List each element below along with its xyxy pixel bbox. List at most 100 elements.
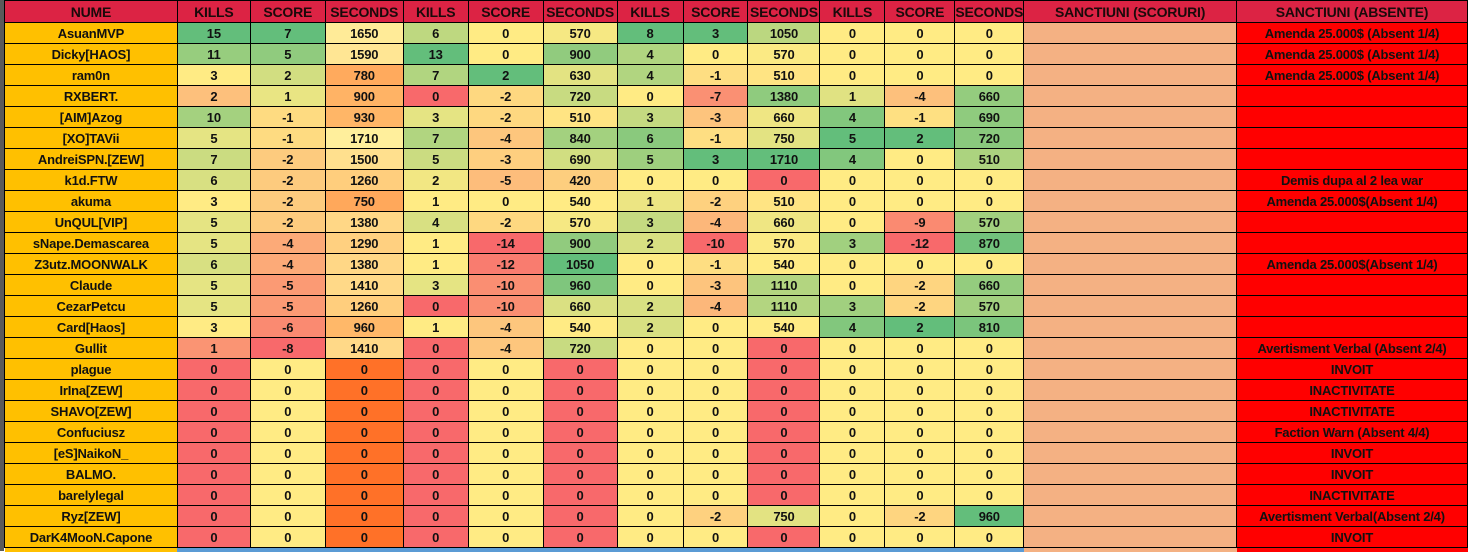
kills-cell-war-1[interactable]: 0 — [177, 527, 250, 548]
seconds-cell-war-4[interactable]: 0 — [955, 401, 1024, 422]
column-header-score[interactable]: SCORE — [885, 1, 955, 23]
sanctiuni-scoruri-cell[interactable] — [1024, 254, 1237, 275]
sanctiuni-absente-cell[interactable]: INACTIVITATE — [1237, 380, 1468, 401]
kills-cell-war-3[interactable]: 0 — [617, 464, 683, 485]
kills-cell-war-4[interactable]: 0 — [820, 275, 885, 296]
seconds-cell-war-2[interactable]: 960 — [543, 275, 617, 296]
sanctiuni-scoruri-cell[interactable] — [1024, 443, 1237, 464]
column-header-kills[interactable]: KILLS — [177, 1, 250, 23]
seconds-cell-war-4[interactable]: 870 — [955, 233, 1024, 254]
seconds-cell-war-4[interactable]: 0 — [955, 170, 1024, 191]
sanctiuni-scoruri-cell[interactable] — [1024, 317, 1237, 338]
kills-cell-war-2[interactable]: 0 — [403, 464, 468, 485]
score-cell-war-4[interactable]: -2 — [885, 296, 955, 317]
kills-cell-war-1[interactable]: 3 — [177, 191, 250, 212]
kills-cell-war-2[interactable]: 7 — [403, 65, 468, 86]
seconds-cell-war-2[interactable]: 720 — [543, 338, 617, 359]
kills-cell-war-4[interactable]: 0 — [820, 359, 885, 380]
sanctiuni-scoruri-cell[interactable] — [1024, 149, 1237, 170]
kills-cell-war-1[interactable]: 2 — [177, 86, 250, 107]
kills-cell-war-3[interactable]: 4 — [617, 44, 683, 65]
sanctiuni-scoruri-cell[interactable] — [1024, 86, 1237, 107]
column-header-score[interactable]: SCORE — [683, 1, 748, 23]
score-cell-war-3[interactable]: -4 — [683, 212, 748, 233]
score-cell-war-1[interactable]: -1 — [250, 128, 325, 149]
seconds-cell-war-2[interactable]: 720 — [543, 86, 617, 107]
score-cell-war-1[interactable]: -2 — [250, 170, 325, 191]
score-cell-war-3[interactable]: -2 — [683, 191, 748, 212]
sanctiuni-scoruri-cell[interactable] — [1024, 44, 1237, 65]
column-header-kills[interactable]: KILLS — [403, 1, 468, 23]
kills-cell-war-3[interactable]: 0 — [617, 506, 683, 527]
score-cell-war-4[interactable]: 0 — [885, 23, 955, 44]
seconds-cell-war-3[interactable]: 1710 — [748, 149, 820, 170]
seconds-cell-war-2[interactable]: 0 — [543, 485, 617, 506]
sanctiuni-absente-cell[interactable]: INVOIT — [1237, 464, 1468, 485]
score-cell-war-3[interactable]: 0 — [683, 485, 748, 506]
kills-cell-war-4[interactable]: 1 — [820, 86, 885, 107]
column-header-score[interactable]: SCORE — [250, 1, 325, 23]
score-cell-war-3[interactable]: 0 — [683, 401, 748, 422]
kills-cell-war-1[interactable]: 5 — [177, 233, 250, 254]
kills-cell-war-3[interactable]: 0 — [617, 275, 683, 296]
sanctiuni-absente-cell[interactable] — [1237, 107, 1468, 128]
kills-cell-war-1[interactable]: 0 — [177, 506, 250, 527]
kills-cell-war-1[interactable]: 0 — [177, 401, 250, 422]
kills-cell-war-4[interactable]: 0 — [820, 527, 885, 548]
seconds-cell-war-2[interactable]: 540 — [543, 317, 617, 338]
kills-cell-war-4[interactable]: 0 — [820, 44, 885, 65]
player-name-cell[interactable]: AndreiSPN.[ZEW] — [5, 149, 178, 170]
kills-cell-war-4[interactable]: 0 — [820, 212, 885, 233]
seconds-cell-war-4[interactable]: 0 — [955, 359, 1024, 380]
kills-cell-war-2[interactable]: 0 — [403, 485, 468, 506]
score-cell-war-2[interactable]: -4 — [468, 338, 543, 359]
seconds-cell-war-1[interactable]: 1650 — [325, 23, 403, 44]
sanctiuni-absente-cell[interactable]: Demis dupa al 2 lea war — [1237, 170, 1468, 191]
column-header-sanctiuni-scoruri[interactable]: SANCTIUNI (SCORURI) — [1024, 1, 1237, 23]
score-cell-war-2[interactable]: -14 — [468, 233, 543, 254]
score-cell-war-2[interactable]: -4 — [468, 128, 543, 149]
seconds-cell-war-1[interactable]: 930 — [325, 107, 403, 128]
seconds-cell-war-4[interactable]: 510 — [955, 149, 1024, 170]
score-cell-war-1[interactable]: 7 — [250, 23, 325, 44]
seconds-cell-war-2[interactable]: 570 — [543, 212, 617, 233]
score-cell-war-3[interactable]: 3 — [683, 149, 748, 170]
score-cell-war-2[interactable]: 0 — [468, 191, 543, 212]
seconds-cell-war-4[interactable]: 0 — [955, 191, 1024, 212]
kills-cell-war-3[interactable]: 3 — [617, 212, 683, 233]
seconds-cell-war-1[interactable]: 0 — [325, 464, 403, 485]
seconds-cell-war-3[interactable]: 1380 — [748, 86, 820, 107]
seconds-cell-war-1[interactable]: 1380 — [325, 212, 403, 233]
score-cell-war-3[interactable]: -3 — [683, 275, 748, 296]
seconds-cell-war-2[interactable]: 0 — [543, 380, 617, 401]
kills-cell-war-2[interactable]: 6 — [403, 23, 468, 44]
sanctiuni-scoruri-cell[interactable] — [1024, 23, 1237, 44]
seconds-cell-war-4[interactable]: 0 — [955, 464, 1024, 485]
seconds-cell-war-2[interactable]: 540 — [543, 191, 617, 212]
seconds-cell-war-2[interactable]: 0 — [543, 401, 617, 422]
score-cell-war-1[interactable]: 0 — [250, 527, 325, 548]
score-cell-war-1[interactable]: 0 — [250, 485, 325, 506]
score-cell-war-3[interactable]: 0 — [683, 527, 748, 548]
score-cell-war-3[interactable]: 0 — [683, 338, 748, 359]
score-cell-war-1[interactable]: -8 — [250, 338, 325, 359]
kills-cell-war-4[interactable]: 0 — [820, 191, 885, 212]
score-cell-war-2[interactable]: 0 — [468, 464, 543, 485]
seconds-cell-war-2[interactable]: 0 — [543, 443, 617, 464]
kills-cell-war-1[interactable]: 3 — [177, 317, 250, 338]
seconds-cell-war-3[interactable]: 510 — [748, 65, 820, 86]
score-cell-war-3[interactable]: 0 — [683, 44, 748, 65]
sanctiuni-absente-cell[interactable]: Amenda 25.000$ (Absent 1/4) — [1237, 65, 1468, 86]
score-cell-war-2[interactable]: 0 — [468, 527, 543, 548]
kills-cell-war-3[interactable]: 0 — [617, 359, 683, 380]
score-cell-war-3[interactable]: -7 — [683, 86, 748, 107]
score-cell-war-4[interactable]: 0 — [885, 191, 955, 212]
kills-cell-war-2[interactable]: 0 — [403, 86, 468, 107]
sanctiuni-absente-cell[interactable]: Avertisment Verbal(Absent 2/4) — [1237, 506, 1468, 527]
sanctiuni-absente-cell[interactable]: INVOIT — [1237, 527, 1468, 548]
seconds-cell-war-4[interactable]: 0 — [955, 527, 1024, 548]
score-cell-war-3[interactable]: 0 — [683, 317, 748, 338]
player-name-cell[interactable]: UnQUL[VIP] — [5, 212, 178, 233]
player-name-cell[interactable]: barelylegal — [5, 485, 178, 506]
score-cell-war-2[interactable]: 0 — [468, 506, 543, 527]
